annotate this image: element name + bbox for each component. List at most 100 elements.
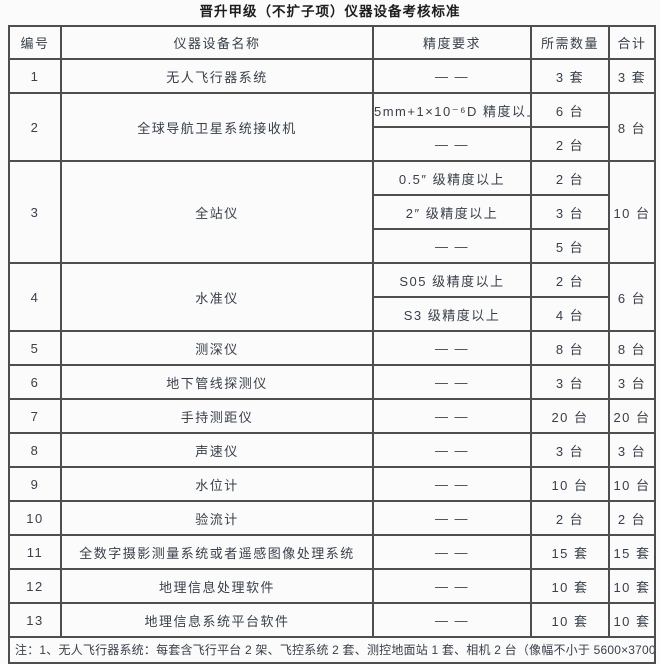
- cell-total: 3 台: [608, 364, 656, 400]
- table-note: 注：1、无人飞行器系统：每套含飞行平台 2 架、飞控系统 2 套、测控地面站 1…: [8, 636, 656, 664]
- cell-precision: 0.5″ 级精度以上: [372, 160, 532, 196]
- header-precision: 精度要求: [372, 25, 532, 60]
- cell-no: 9: [8, 466, 62, 502]
- cell-precision: — —: [372, 228, 532, 264]
- table-subrow: 2″ 级精度以上 3 台: [9, 194, 655, 230]
- cell-total: 10 台: [608, 160, 656, 264]
- cell-precision: — —: [372, 466, 532, 502]
- cell-quantity: 3 台: [530, 194, 610, 230]
- table-row: 2 全球导航卫星系统接收机 5mm+1×10⁻⁶D 精度以上 6 台 8 台: [8, 92, 656, 162]
- page-title: 晋升甲级（不扩子项）仪器设备考核标准: [199, 4, 461, 19]
- cell-no: 1: [8, 58, 62, 94]
- cell-name: 手持测距仪: [60, 398, 374, 434]
- table-row: 8 声速仪 — — 3 台 3 台: [8, 432, 656, 468]
- cell-name: 地下管线探测仪: [60, 364, 374, 400]
- cell-precision: — —: [372, 126, 532, 162]
- cell-total: 15 套: [608, 534, 656, 570]
- table-subrow: — — 2 台: [9, 126, 655, 162]
- table-row: 13 地理信息系统平台软件 — — 10 套 10 套: [8, 602, 656, 638]
- cell-total: 3 套: [608, 58, 656, 94]
- cell-no: 10: [8, 500, 62, 536]
- cell-name: 全球导航卫星系统接收机: [60, 92, 374, 162]
- cell-precision: — —: [372, 568, 532, 604]
- cell-no: 5: [8, 330, 62, 366]
- table-note-row: 注：1、无人飞行器系统：每套含飞行平台 2 架、飞控系统 2 套、测控地面站 1…: [8, 636, 656, 664]
- cell-quantity: 2 台: [530, 126, 610, 162]
- table-row: 5 测深仪 — — 8 台 8 台: [8, 330, 656, 366]
- cell-no: 3: [8, 160, 62, 264]
- cell-name: 地理信息处理软件: [60, 568, 374, 604]
- cell-no: 11: [8, 534, 62, 570]
- table-row: 6 地下管线探测仪 — — 3 台 3 台: [8, 364, 656, 400]
- cell-quantity: 3 套: [530, 58, 610, 94]
- cell-total: 3 台: [608, 432, 656, 468]
- table-subrow: — — 5 台: [9, 228, 655, 264]
- table-row: 3 全站仪 0.5″ 级精度以上 2 台 10 台: [8, 160, 656, 264]
- table-subrow: S3 级精度以上 4 台: [9, 296, 655, 332]
- cell-no: 12: [8, 568, 62, 604]
- cell-no: 7: [8, 398, 62, 434]
- cell-total: 2 台: [608, 500, 656, 536]
- cell-precision: — —: [372, 398, 532, 434]
- cell-precision: — —: [372, 330, 532, 366]
- cell-no: 8: [8, 432, 62, 468]
- cell-name: 地理信息系统平台软件: [60, 602, 374, 638]
- table-row: 7 手持测距仪 — — 20 台 20 台: [8, 398, 656, 434]
- cell-precision: — —: [372, 500, 532, 536]
- cell-name: 测深仪: [60, 330, 374, 366]
- cell-total: 20 台: [608, 398, 656, 434]
- cell-name: 声速仪: [60, 432, 374, 468]
- cell-quantity: 10 套: [530, 602, 610, 638]
- header-total: 合计: [608, 25, 656, 60]
- cell-quantity: 2 台: [530, 160, 610, 196]
- cell-quantity: 2 台: [530, 500, 610, 536]
- cell-precision: S3 级精度以上: [372, 296, 532, 332]
- table-row: 10 验流计 — — 2 台 2 台: [8, 500, 656, 536]
- cell-name: 全站仪: [60, 160, 374, 264]
- cell-quantity: 3 台: [530, 432, 610, 468]
- cell-quantity: 15 套: [530, 534, 610, 570]
- header-no: 编号: [8, 25, 62, 60]
- cell-name: 验流计: [60, 500, 374, 536]
- cell-precision: — —: [372, 58, 532, 94]
- cell-total: 10 套: [608, 602, 656, 638]
- cell-name: 无人飞行器系统: [60, 58, 374, 94]
- header-quantity: 所需数量: [530, 25, 610, 60]
- cell-name: 水位计: [60, 466, 374, 502]
- cell-precision: 5mm+1×10⁻⁶D 精度以上: [372, 92, 532, 128]
- table-row: 12 地理信息处理软件 — — 10 套 10 套: [8, 568, 656, 604]
- cell-quantity: 2 台: [530, 262, 610, 298]
- cell-quantity: 10 台: [530, 466, 610, 502]
- table-header-row: 编号 仪器设备名称 精度要求 所需数量 合计: [8, 25, 656, 60]
- cell-total: 10 台: [608, 466, 656, 502]
- cell-no: 4: [8, 262, 62, 332]
- cell-quantity: 8 台: [530, 330, 610, 366]
- equipment-standards-table: 编号 仪器设备名称 精度要求 所需数量 合计 1 无人飞行器系统 — — 3 套…: [8, 25, 656, 664]
- cell-total: 10 套: [608, 568, 656, 604]
- cell-quantity: 6 台: [530, 92, 610, 128]
- cell-total: 6 台: [608, 262, 656, 332]
- cell-name: 水准仪: [60, 262, 374, 332]
- cell-quantity: 3 台: [530, 364, 610, 400]
- cell-quantity: 5 台: [530, 228, 610, 264]
- cell-quantity: 20 台: [530, 398, 610, 434]
- cell-precision: 2″ 级精度以上: [372, 194, 532, 230]
- cell-no: 2: [8, 92, 62, 162]
- table-row: 11 全数字摄影测量系统或者遥感图像处理系统 — — 15 套 15 套: [8, 534, 656, 570]
- cell-precision: S05 级精度以上: [372, 262, 532, 298]
- cell-quantity: 10 套: [530, 568, 610, 604]
- cell-total: 8 台: [608, 330, 656, 366]
- cell-precision: — —: [372, 534, 532, 570]
- cell-precision: — —: [372, 432, 532, 468]
- table-row: 9 水位计 — — 10 台 10 台: [8, 466, 656, 502]
- cell-name: 全数字摄影测量系统或者遥感图像处理系统: [60, 534, 374, 570]
- cell-total: 8 台: [608, 92, 656, 162]
- cell-no: 6: [8, 364, 62, 400]
- table-row: 1 无人飞行器系统 — — 3 套 3 套: [8, 58, 656, 94]
- cell-precision: — —: [372, 364, 532, 400]
- header-name: 仪器设备名称: [60, 25, 374, 60]
- cell-precision: — —: [372, 602, 532, 638]
- table-row: 4 水准仪 S05 级精度以上 2 台 6 台: [8, 262, 656, 332]
- cell-quantity: 4 台: [530, 296, 610, 332]
